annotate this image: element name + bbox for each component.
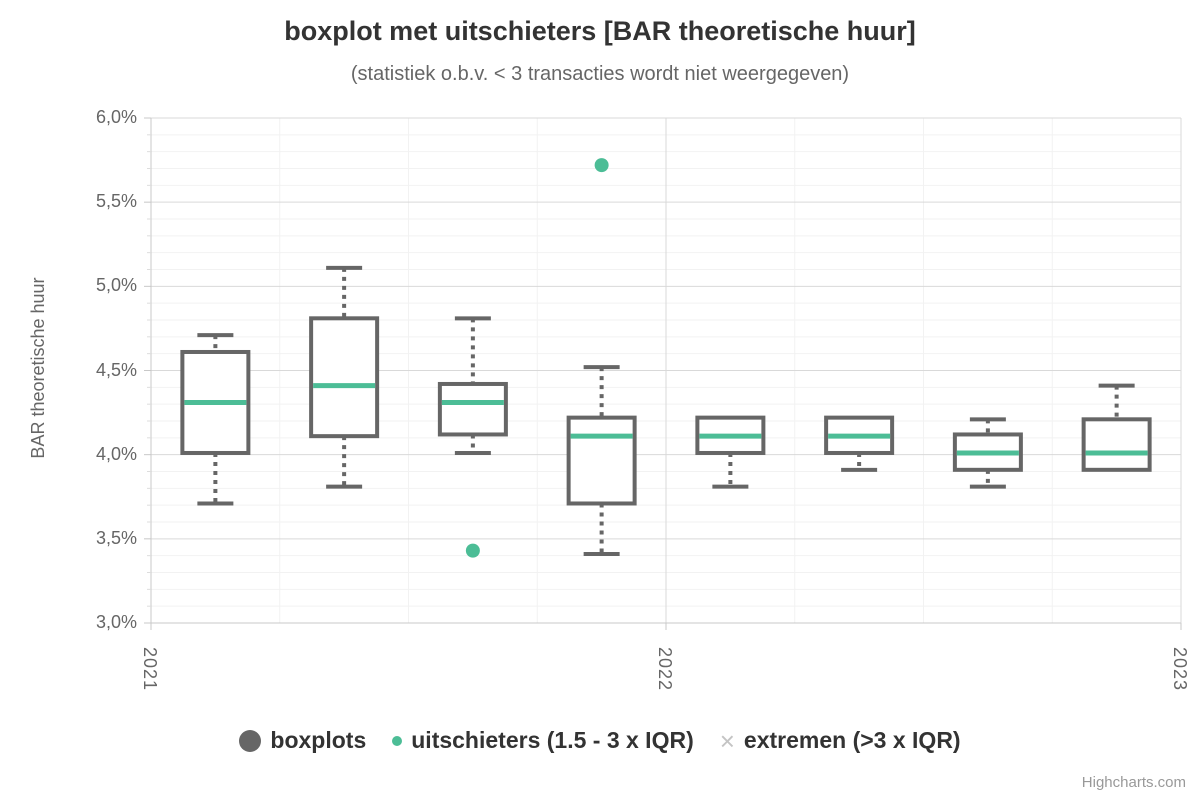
y-axis-label: 5,5% <box>95 191 137 212</box>
boxplot-box <box>566 415 637 506</box>
highcharts-credit[interactable]: Highcharts.com <box>1081 774 1186 791</box>
outlier-point <box>465 543 480 558</box>
boxplot-box <box>1081 417 1152 472</box>
legend-label-boxplots: boxplots <box>270 727 367 753</box>
outlier-marker-icon <box>392 735 403 746</box>
extreme-marker-icon: × <box>719 725 735 756</box>
y-axis-label: 5,0% <box>95 275 137 296</box>
y-axis-label: 3,0% <box>95 612 137 632</box>
y-axis-label: 6,0% <box>95 107 137 127</box>
y-axis-label: 4,5% <box>95 359 137 380</box>
y-axis-label: 3,5% <box>95 527 137 548</box>
legend: boxplots uitschieters (1.5 - 3 x IQR) × … <box>0 727 1200 754</box>
x-axis-label: 2023 <box>1170 647 1190 692</box>
boxplot-box <box>309 316 380 439</box>
legend-item-boxplots[interactable]: boxplots <box>239 727 366 754</box>
chart-subtitle: (statistiek o.b.v. < 3 transacties wordt… <box>350 63 850 85</box>
y-axis-label: 4,0% <box>95 443 137 464</box>
boxplot-box <box>437 381 508 437</box>
x-axis-label: 2021 <box>140 647 160 692</box>
chart-title: boxplot met uitschieters [BAR theoretisc… <box>284 16 916 46</box>
legend-item-extremen[interactable]: × extremen (>3 x IQR) <box>720 727 961 754</box>
x-axis-label: 2022 <box>655 647 675 692</box>
legend-label-uitschieters: uitschieters (1.5 - 3 x IQR) <box>411 727 694 753</box>
legend-label-extremen: extremen (>3 x IQR) <box>743 727 961 753</box>
outlier-point <box>594 158 609 173</box>
legend-item-uitschieters[interactable]: uitschieters (1.5 - 3 x IQR) <box>392 727 694 754</box>
boxplot-marker-icon <box>239 729 262 752</box>
